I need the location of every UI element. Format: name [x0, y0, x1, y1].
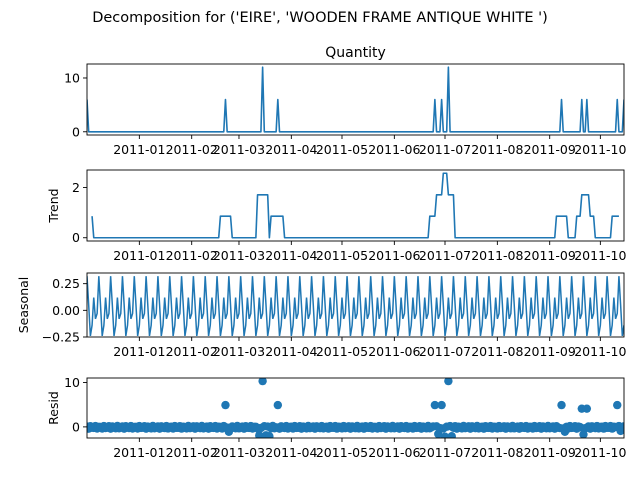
x-tick-label: 2011-06	[368, 248, 420, 263]
x-tick-label: 2011-01	[113, 445, 165, 460]
series-line-1	[91, 172, 619, 239]
x-tick-label: 2011-05	[316, 142, 368, 157]
resid-point	[258, 378, 267, 386]
resid-point	[444, 378, 453, 386]
resid-point	[447, 432, 456, 438]
y-axis-label: Trend	[46, 188, 61, 223]
y-tick-label: 0	[72, 419, 80, 434]
y-axis-label: Seasonal	[16, 277, 31, 334]
resid-point	[440, 432, 450, 438]
x-tick-label: 2011-08	[471, 344, 523, 359]
x-tick-label: 2011-10	[574, 445, 626, 460]
x-tick-label: 2011-04	[265, 344, 317, 359]
x-tick-label: 2011-04	[265, 445, 317, 460]
x-tick-label: 2011-09	[524, 142, 576, 157]
resid-point	[619, 422, 624, 431]
x-tick-label: 2011-08	[471, 142, 523, 157]
x-tick-label: 2011-05	[316, 248, 368, 263]
x-tick-label: 2011-07	[419, 344, 471, 359]
figure-title: Decomposition for ('EIRE', 'WOODEN FRAME…	[92, 10, 548, 26]
y-tick-label: 2	[72, 180, 80, 195]
x-tick-label: 2011-04	[265, 248, 317, 263]
x-tick-label: 2011-07	[419, 248, 471, 263]
resid-point	[613, 400, 622, 410]
resid-point	[265, 432, 274, 438]
resid-point	[221, 400, 230, 410]
axes-frame	[86, 272, 625, 338]
plot-area	[91, 172, 619, 239]
x-tick-label: 2011-01	[113, 142, 165, 157]
x-tick-label: 2011-04	[265, 142, 317, 157]
resid-point	[437, 400, 446, 410]
x-tick-label: 2011-10	[574, 344, 626, 359]
y-tick-label: 0.25	[52, 276, 80, 291]
axes-frame	[86, 377, 625, 439]
x-tick-label: 2011-05	[316, 445, 368, 460]
x-tick-label: 2011-02	[166, 248, 218, 263]
x-tick-label: 2011-10	[574, 248, 626, 263]
x-tick-label: 2011-03	[213, 248, 265, 263]
x-tick-label: 2011-01	[113, 248, 165, 263]
panel-title: Quantity	[325, 45, 386, 61]
x-tick-label: 2011-09	[524, 344, 576, 359]
plot-area	[87, 66, 624, 133]
axes-frame	[86, 63, 625, 136]
x-tick-label: 2011-03	[213, 344, 265, 359]
x-tick-label: 2011-06	[368, 344, 420, 359]
x-tick-label: 2011-08	[471, 445, 523, 460]
resid-point	[273, 400, 283, 410]
x-tick-label: 2011-08	[471, 248, 523, 263]
y-tick-label: 10	[64, 70, 80, 85]
y-tick-label: −0.25	[42, 330, 80, 345]
x-tick-label: 2011-07	[419, 445, 471, 460]
resid-point	[430, 400, 440, 410]
y-tick-label: 10	[64, 375, 80, 390]
x-tick-label: 2011-02	[166, 344, 218, 359]
x-tick-label: 2011-06	[368, 142, 420, 157]
x-tick-label: 2011-07	[419, 142, 471, 157]
x-tick-label: 2011-02	[166, 445, 218, 460]
resid-point	[255, 431, 264, 438]
y-tick-label: 0	[72, 230, 80, 245]
x-tick-label: 2011-10	[574, 142, 626, 157]
plot-area	[87, 276, 624, 337]
y-tick-label: 0	[72, 124, 80, 139]
y-tick-label: 0.00	[52, 303, 80, 318]
x-tick-label: 2011-02	[166, 142, 218, 157]
x-tick-label: 2011-05	[316, 344, 368, 359]
x-tick-label: 2011-03	[213, 445, 265, 460]
resid-point	[557, 400, 566, 410]
y-axis-label: Resid	[46, 391, 61, 425]
resid-point	[582, 404, 592, 413]
plot-area	[87, 378, 624, 438]
x-tick-label: 2011-09	[524, 248, 576, 263]
axes-frame	[86, 169, 625, 242]
seasonal-line	[87, 276, 624, 337]
series-line-1	[87, 66, 624, 133]
x-tick-label: 2011-01	[113, 344, 165, 359]
x-tick-label: 2011-09	[524, 445, 576, 460]
x-tick-label: 2011-03	[213, 142, 265, 157]
x-tick-label: 2011-06	[368, 445, 420, 460]
